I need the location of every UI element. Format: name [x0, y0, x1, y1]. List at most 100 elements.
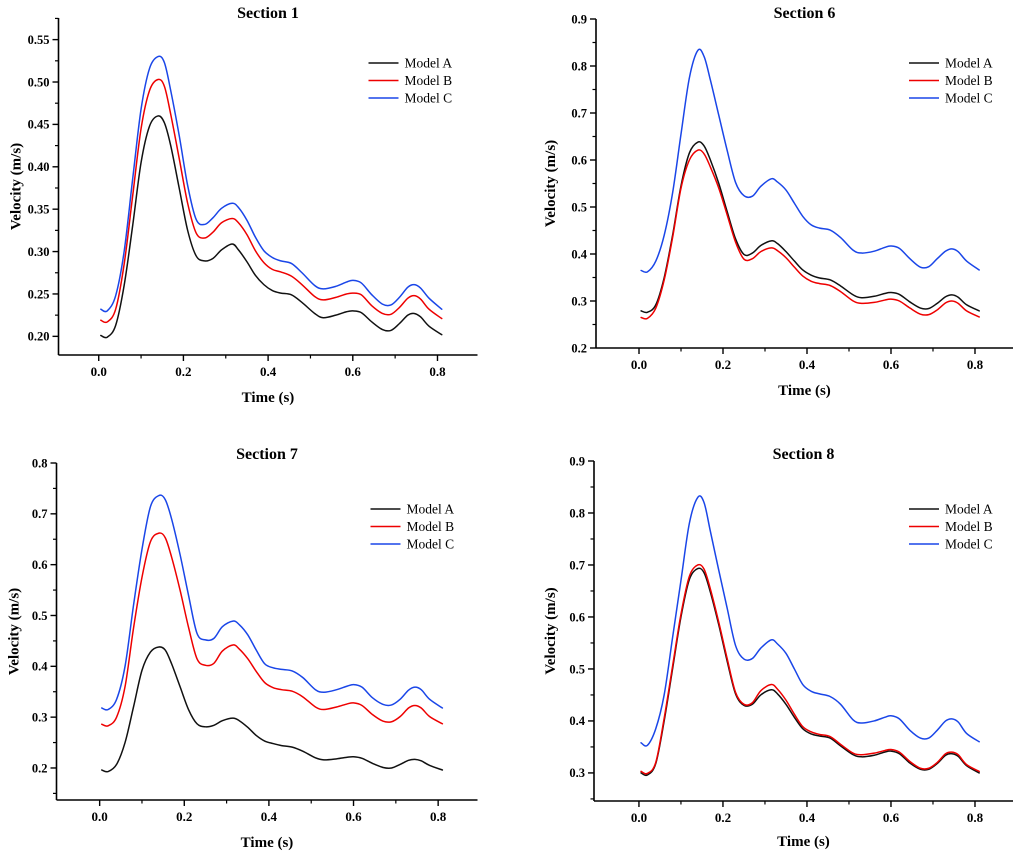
y-tick-label: 0.4 — [32, 660, 48, 674]
legend-label: Model C — [405, 91, 453, 106]
y-tick-label: 0.8 — [571, 59, 587, 73]
x-tick-label: 0.2 — [175, 364, 191, 379]
x-tick-label: 0.8 — [967, 357, 984, 372]
legend-item-model-b: Model B — [909, 73, 993, 88]
x-axis-title: Time (s) — [778, 383, 831, 399]
x-tick-label: 0.0 — [631, 810, 647, 825]
y-tick-label: 0.6 — [571, 153, 587, 167]
legend-item-model-a: Model A — [909, 502, 993, 517]
section-1-chart: 0.20 0.25 0.30 0.35 0.40 0.45 0.50 0.55 0.0 0.2 0.… — [9, 5, 478, 406]
x-tick-label: 0.6 — [883, 810, 900, 825]
y-tick-label: 0.8 — [569, 506, 585, 520]
x-tick-label: 0.8 — [967, 810, 984, 825]
legend-item-model-c: Model C — [909, 91, 993, 106]
y-tick-label: 0.3 — [569, 766, 585, 780]
section-7-chart: 0.2 0.3 0.4 0.5 0.6 0.7 0.8 0.0 0.2 0.4 0.6 0.8 Sect… — [7, 446, 478, 851]
legend-item-model-a: Model A — [368, 56, 453, 71]
y-tick-label: 0.45 — [28, 118, 50, 132]
y-tick-label: 0.9 — [571, 12, 587, 26]
x-tick-label: 0.0 — [631, 357, 647, 372]
model-b-curve — [100, 78, 443, 324]
panel-title: Section 6 — [774, 5, 836, 22]
y-tick-label: 0.3 — [571, 294, 587, 308]
x-tick-label: 0.6 — [345, 364, 362, 379]
model-b-curve — [640, 149, 980, 320]
legend-label: Model B — [945, 519, 993, 534]
model-b-curve — [101, 532, 444, 727]
x-tick-label: 0.6 — [345, 809, 362, 824]
legend-item-model-b: Model B — [909, 519, 993, 534]
y-tick-label: 0.2 — [32, 761, 48, 775]
x-axis-title: Time (s) — [777, 834, 830, 850]
x-tick-label: 0.2 — [176, 809, 192, 824]
legend-item-model-c: Model C — [909, 537, 993, 552]
y-tick-label: 0.5 — [32, 609, 48, 623]
y-tick-label: 0.40 — [28, 160, 50, 174]
panel-title: Section 7 — [236, 446, 298, 463]
model-a-curve — [640, 567, 980, 777]
model-b-curve — [640, 563, 980, 775]
y-tick-label: 0.5 — [569, 662, 585, 676]
y-tick-label: 0.2 — [571, 341, 587, 355]
y-tick-label: 0.55 — [28, 33, 50, 47]
panel-title: Section 1 — [237, 5, 299, 22]
y-tick-label: 0.35 — [28, 202, 50, 216]
x-tick-label: 0.4 — [799, 810, 816, 825]
y-axis-title: Velocity (m/s) — [543, 587, 559, 674]
x-tick-label: 0.8 — [429, 364, 446, 379]
y-tick-label: 0.3 — [32, 710, 48, 724]
y-tick-label: 0.50 — [28, 75, 50, 89]
x-tick-label: 0.2 — [715, 357, 731, 372]
legend-item-model-c: Model C — [370, 537, 455, 552]
y-axis-title: Velocity (m/s) — [543, 140, 559, 227]
x-tick-label: 0.0 — [91, 364, 107, 379]
legend-label: Model B — [407, 519, 455, 534]
y-axis-title: Velocity (m/s) — [9, 143, 25, 230]
model-c-curve — [640, 48, 980, 274]
y-tick-label: 0.8 — [32, 456, 48, 470]
legend-item-model-a: Model A — [370, 502, 455, 517]
model-a-curve — [101, 646, 444, 773]
legend-label: Model A — [405, 56, 453, 71]
x-tick-label: 0.0 — [92, 809, 108, 824]
panel-title: Section 8 — [773, 446, 835, 463]
y-tick-label: 0.30 — [28, 245, 50, 259]
y-tick-label: 0.7 — [32, 507, 48, 521]
x-tick-label: 0.4 — [260, 364, 277, 379]
legend-item-model-c: Model C — [368, 91, 453, 106]
section-6-chart: 0.2 0.3 0.4 0.5 0.6 0.7 0.8 0.9 0.0 0.2 0.4 0.6 0.8 S… — [543, 5, 1013, 399]
y-tick-label: 0.20 — [28, 330, 50, 344]
legend-label: Model C — [945, 537, 993, 552]
y-tick-label: 0.6 — [569, 610, 585, 624]
y-tick-label: 0.25 — [28, 287, 50, 301]
y-axis-title: Velocity (m/s) — [7, 588, 23, 675]
legend-label: Model A — [945, 502, 993, 517]
x-tick-label: 0.4 — [799, 357, 816, 372]
legend-label: Model A — [945, 56, 993, 71]
legend-item-model-b: Model B — [368, 73, 453, 88]
y-tick-label: 0.6 — [32, 558, 48, 572]
legend-label: Model C — [407, 537, 455, 552]
x-tick-label: 0.2 — [715, 810, 731, 825]
x-tick-label: 0.4 — [261, 809, 278, 824]
y-tick-label: 0.7 — [569, 558, 585, 572]
legend-item-model-a: Model A — [909, 56, 993, 71]
legend-label: Model C — [945, 91, 993, 106]
legend-label: Model B — [405, 73, 453, 88]
model-a-curve — [640, 141, 980, 314]
y-tick-label: 0.7 — [571, 106, 587, 120]
legend-label: Model A — [407, 502, 455, 517]
section-8-chart: 0.3 0.4 0.5 0.6 0.7 0.8 0.9 0.0 0.2 0.4 0.6 0.8 Sect… — [543, 446, 1013, 850]
model-c-curve — [640, 495, 980, 747]
y-tick-label: 0.5 — [571, 200, 587, 214]
model-a-curve — [100, 115, 443, 339]
x-tick-label: 0.8 — [430, 809, 447, 824]
x-tick-label: 0.6 — [883, 357, 900, 372]
x-axis-title: Time (s) — [241, 835, 294, 851]
y-tick-label: 0.4 — [569, 714, 585, 728]
legend-label: Model B — [945, 73, 993, 88]
y-tick-label: 0.4 — [571, 247, 587, 261]
model-c-curve — [101, 494, 444, 711]
x-axis-title: Time (s) — [242, 390, 295, 406]
